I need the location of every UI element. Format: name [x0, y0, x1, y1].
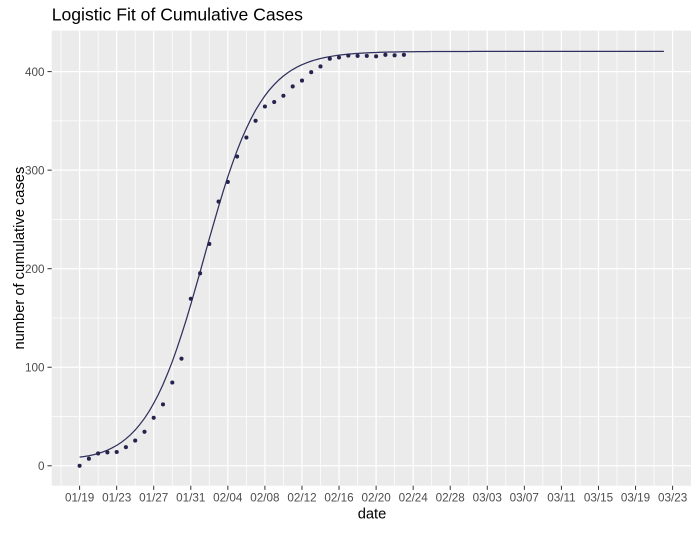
svg-text:100: 100 [25, 361, 45, 374]
svg-text:01/27: 01/27 [139, 492, 168, 505]
svg-text:03/15: 03/15 [584, 492, 614, 505]
svg-text:200: 200 [25, 263, 45, 276]
svg-text:03/23: 03/23 [658, 492, 687, 505]
svg-text:03/11: 03/11 [547, 492, 575, 505]
svg-text:02/08: 02/08 [250, 492, 279, 505]
svg-text:Logistic Fit of Cumulative Cas: Logistic Fit of Cumulative Cases [52, 5, 303, 25]
svg-text:01/31: 01/31 [176, 492, 205, 505]
svg-text:02/20: 02/20 [361, 492, 391, 505]
svg-text:01/19: 01/19 [65, 492, 94, 505]
svg-text:02/04: 02/04 [213, 492, 243, 505]
svg-text:02/28: 02/28 [436, 492, 465, 505]
svg-text:03/03: 03/03 [473, 492, 502, 505]
svg-text:03/19: 03/19 [621, 492, 650, 505]
svg-text:date: date [358, 507, 387, 523]
svg-text:02/12: 02/12 [287, 492, 316, 505]
svg-text:03/07: 03/07 [510, 492, 539, 505]
svg-text:01/23: 01/23 [102, 492, 131, 505]
svg-text:number of cumulative cases: number of cumulative cases [12, 167, 28, 350]
svg-text:02/24: 02/24 [399, 492, 429, 505]
svg-text:02/16: 02/16 [324, 492, 353, 505]
svg-text:0: 0 [38, 460, 45, 473]
svg-text:300: 300 [25, 164, 45, 177]
svg-text:400: 400 [25, 66, 45, 79]
